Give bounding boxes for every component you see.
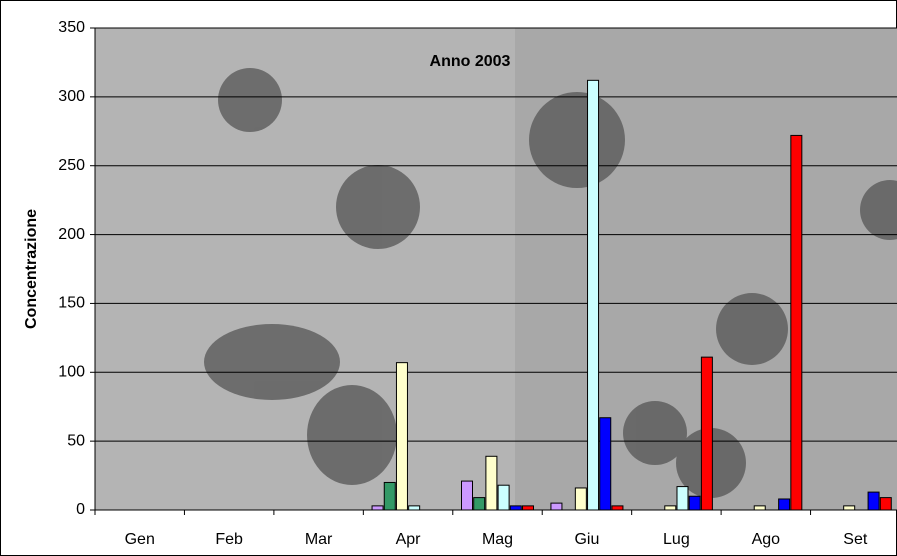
x-tick-label: Feb [215,531,243,548]
bar [588,80,599,510]
y-tick-label: 300 [58,88,85,105]
chart: Anno 2003 Concentrazione 0 50 100 150 200 250… [0,0,897,556]
y-tick-label: 250 [58,157,85,174]
bar [844,506,855,510]
x-tick-label: Mag [482,531,513,548]
bar [880,498,891,510]
y-tick-label: 200 [58,226,85,243]
bar [396,363,407,510]
bar [689,496,700,510]
bar [409,506,420,510]
x-tick-label: Ago [752,531,781,548]
bar [575,488,586,510]
x-tick-label: Lug [663,531,690,548]
bar [384,482,395,510]
bar [600,418,611,510]
x-tick-label: Gen [125,531,155,548]
y-tick-label: 50 [67,432,85,449]
bar [551,503,562,510]
bar [868,492,879,510]
bar [701,357,712,510]
bar [372,506,383,510]
bar [665,506,676,510]
y-tick-label: 350 [58,19,85,36]
bar [791,135,802,510]
y-axis-label: Concentrazione [23,209,40,329]
y-tick-label: 100 [58,364,85,381]
x-tick-label: Set [843,531,868,548]
x-tick-label: Apr [396,531,422,548]
y-tick-label: 150 [58,295,85,312]
bar [754,506,765,510]
y-tick-label: 0 [76,501,85,518]
bar [498,485,509,510]
page: Anno 2003 Concentrazione 0 50 100 150 200 250… [0,0,897,556]
bar [523,506,534,510]
bar [486,456,497,510]
x-tick-label: Mar [305,531,333,548]
bar [510,506,521,510]
x-tick-label: Giu [574,531,599,548]
bar [677,487,688,510]
bar [474,498,485,510]
bar [779,499,790,510]
bar [612,506,623,510]
bar [462,481,473,510]
chart-title: Anno 2003 [430,53,511,70]
